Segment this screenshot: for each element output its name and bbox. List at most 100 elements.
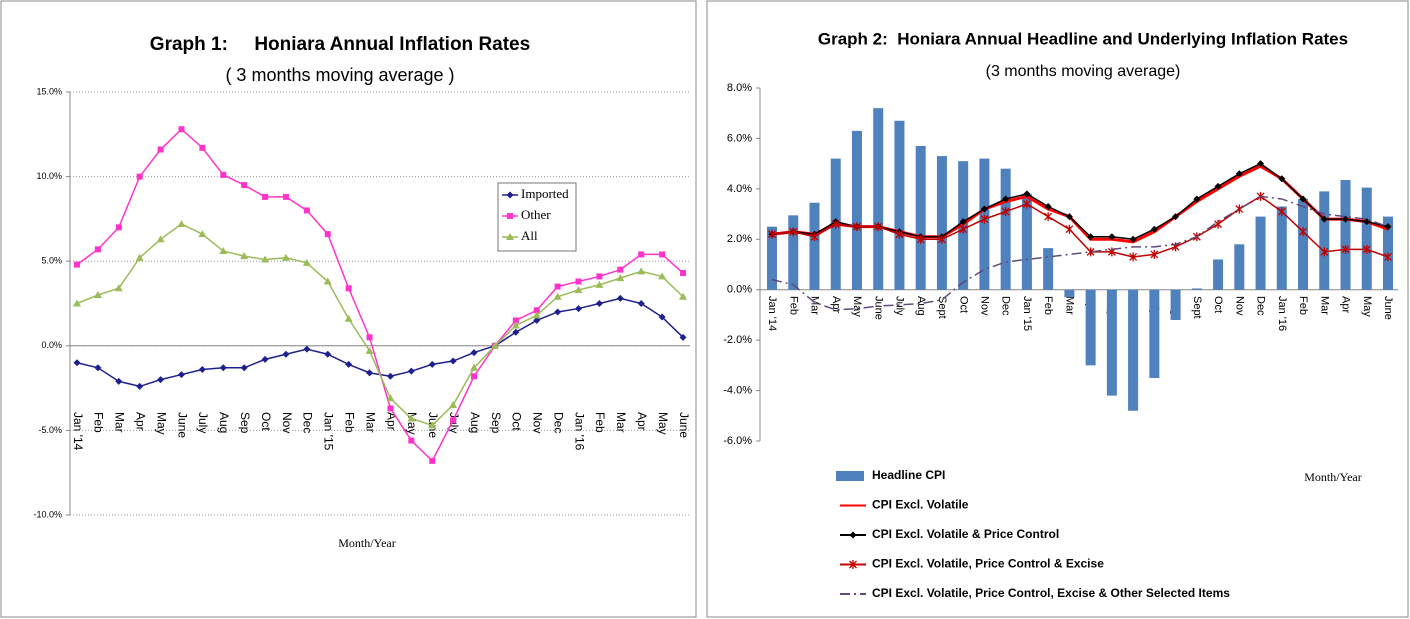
marker [73, 359, 81, 367]
marker [324, 231, 331, 238]
marker [595, 300, 603, 307]
y-tick-label: 6.0% [727, 132, 752, 144]
bar [1255, 216, 1266, 290]
bar [1340, 180, 1351, 290]
bar [1361, 187, 1372, 290]
bar [1234, 244, 1245, 290]
x-tick-label: May [656, 412, 670, 435]
x-tick-label: Oct [1212, 296, 1224, 313]
marker [980, 205, 988, 213]
bar [936, 156, 947, 290]
x-tick-label: Feb [593, 412, 607, 433]
x-tick-label: Mar [614, 412, 628, 433]
legend-label: Headline CPI [872, 468, 945, 482]
y-tick-label: -5.0% [38, 425, 62, 435]
marker [387, 405, 394, 412]
x-tick-label: Feb [787, 296, 799, 315]
legend-label: All [521, 228, 538, 243]
marker [679, 292, 687, 300]
marker [1087, 233, 1095, 241]
marker [789, 227, 798, 237]
marker [1235, 170, 1243, 178]
marker [1108, 233, 1116, 241]
marker [407, 367, 415, 375]
x-axis-label: Month/Year [338, 536, 395, 550]
x-tick-label: Sep [489, 412, 503, 434]
y-tick-label: 5.0% [41, 256, 62, 266]
bar [1064, 289, 1075, 298]
bar [915, 145, 926, 290]
marker [637, 267, 646, 275]
marker [114, 284, 123, 292]
x-tick-label: June [872, 296, 884, 320]
marker [366, 334, 373, 341]
marker [554, 308, 562, 316]
marker [135, 253, 144, 261]
x-tick-label: Sep [238, 412, 252, 434]
x-tick-label: Oct [510, 412, 524, 431]
x-tick-label: Oct [957, 296, 969, 313]
marker [1193, 195, 1201, 203]
panel [706, 0, 1409, 618]
x-tick-label: Aug [468, 412, 482, 433]
marker [1044, 212, 1053, 222]
bar [1085, 289, 1096, 366]
x-tick-label: Feb [92, 412, 106, 433]
y-tick-label: 4.0% [727, 183, 752, 195]
marker [980, 214, 989, 224]
marker [617, 266, 624, 273]
legend-label: Other [521, 207, 551, 222]
bar [873, 108, 884, 290]
x-tick-label: Dec [301, 412, 315, 433]
marker [1299, 195, 1307, 203]
legend-label: CPI Excl. Volatile, Price Control & Exci… [872, 557, 1104, 571]
marker [512, 317, 519, 324]
marker [282, 193, 289, 200]
marker [429, 457, 436, 464]
x-tick-label: May [154, 412, 168, 435]
legend-marker [506, 233, 514, 240]
marker [93, 291, 102, 299]
marker [177, 219, 186, 227]
marker [1023, 190, 1031, 198]
x-tick-label: Aug [217, 412, 231, 433]
bar [1319, 191, 1330, 290]
marker [470, 349, 478, 357]
marker [136, 173, 143, 180]
marker [553, 292, 562, 300]
marker [345, 285, 352, 292]
marker [659, 251, 666, 258]
bar [1298, 198, 1309, 290]
bar [979, 158, 990, 290]
legend-marker [506, 191, 514, 199]
legend-swatch [836, 471, 864, 481]
bar [1149, 289, 1160, 378]
bar [1021, 193, 1032, 290]
x-tick-label: May [1361, 296, 1373, 317]
x-tick-label: Apr [384, 412, 398, 431]
marker [157, 376, 165, 384]
marker [177, 371, 185, 379]
panel [0, 0, 697, 618]
marker [1235, 204, 1244, 214]
marker [323, 277, 332, 285]
marker [638, 251, 645, 258]
y-tick-label: 15.0% [36, 86, 62, 96]
marker [386, 372, 394, 380]
marker [428, 360, 436, 368]
marker [74, 261, 80, 268]
marker [959, 218, 967, 226]
marker [240, 364, 248, 372]
x-tick-label: Dec [551, 412, 565, 433]
marker [1214, 182, 1222, 190]
marker [1320, 215, 1328, 223]
x-tick-label: Dec [1255, 296, 1267, 316]
marker [595, 280, 604, 288]
marker [1065, 213, 1073, 221]
marker [533, 316, 541, 324]
marker [574, 285, 583, 293]
x-tick-label: Jan '15 [1021, 296, 1033, 331]
marker [219, 364, 227, 372]
y-tick-label: 10.0% [36, 171, 62, 181]
